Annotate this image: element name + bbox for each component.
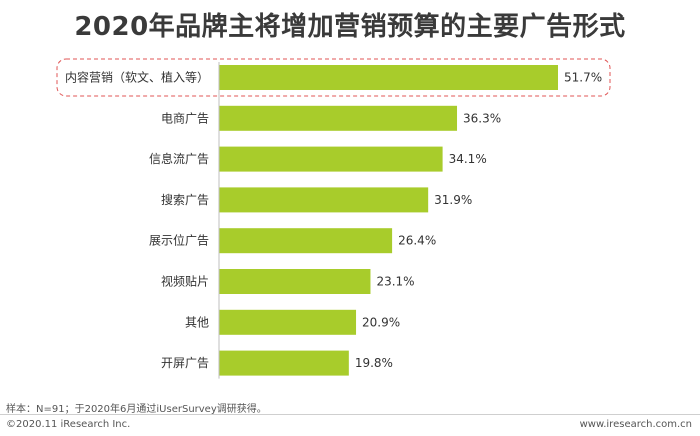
data-label: 34.1% [449, 152, 487, 166]
bar [219, 187, 429, 213]
bar [219, 350, 349, 376]
highlight-box [56, 58, 611, 97]
bar [219, 146, 443, 172]
bar [219, 105, 458, 131]
category-label: 展示位广告 [149, 233, 209, 248]
website-link[interactable]: www.iresearch.com.cn [579, 419, 692, 430]
category-label: 电商广告 [161, 110, 209, 125]
bar [219, 309, 357, 335]
data-label: 31.9% [434, 193, 472, 207]
category-label: 搜索广告 [161, 192, 209, 207]
data-label: 36.3% [463, 111, 501, 125]
data-label: 19.8% [355, 356, 393, 370]
category-label: 信息流广告 [149, 151, 209, 166]
data-label: 26.4% [398, 234, 436, 248]
bar-chart: 内容营销（软文、植入等） 51.7% 电商广告 36.3% 信息流广告 34.1% 搜索广告… [56, 58, 611, 379]
sample-note: 样本：N=91；于2020年6月通过iUserSurvey调研获得。 [6, 404, 267, 415]
category-label: 内容营销（软文、植入等） [65, 70, 209, 85]
copyright-text: ©2020.11 iResearch Inc. [6, 419, 131, 430]
bar [219, 228, 393, 254]
data-label: 23.1% [376, 275, 414, 289]
category-label: 其他 [185, 315, 209, 329]
bar [219, 65, 558, 90]
category-label: 视频贴片 [161, 274, 209, 289]
data-label: 51.7% [564, 71, 602, 85]
data-label: 20.9% [362, 315, 400, 329]
category-label: 开屏广告 [161, 356, 209, 370]
footer-divider [0, 414, 700, 415]
bar [219, 269, 371, 294]
chart-title: 2020年品牌主将增加营销预算的主要广告形式 [74, 12, 626, 42]
